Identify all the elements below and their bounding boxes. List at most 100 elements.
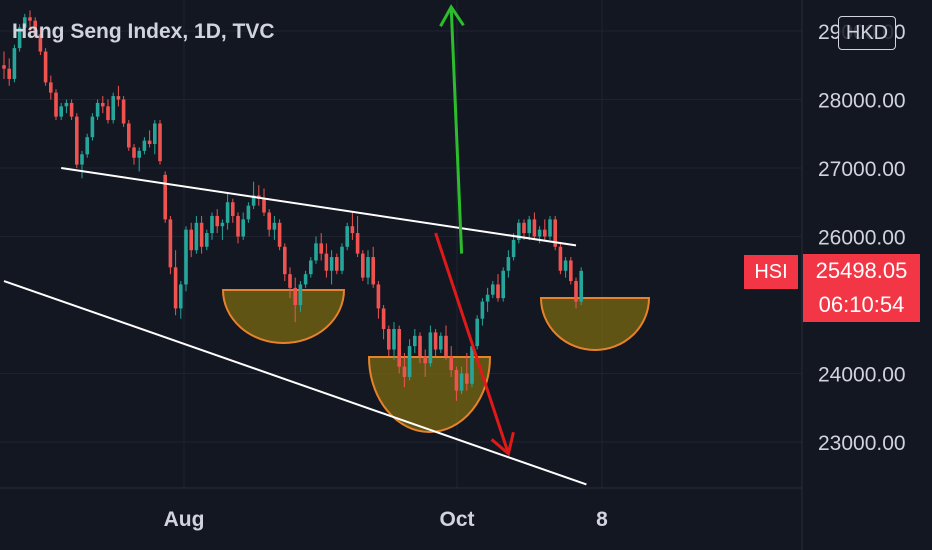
- candle: [236, 212, 240, 244]
- candle: [293, 277, 297, 323]
- candle-body: [537, 229, 542, 237]
- candle: [522, 219, 526, 240]
- candle-body: [64, 102, 69, 107]
- candle: [397, 325, 401, 374]
- candle-body: [85, 137, 89, 155]
- candle: [267, 209, 271, 237]
- candle: [340, 243, 344, 275]
- candle-body: [17, 27, 22, 49]
- price-tick-label: 26000.00: [818, 227, 906, 250]
- candle-body: [314, 243, 318, 261]
- breakdown-arrow: [434, 232, 510, 455]
- candle-body: [574, 281, 578, 302]
- candle: [121, 96, 126, 127]
- candle: [153, 120, 157, 155]
- candle-body: [517, 222, 521, 240]
- candle-body: [75, 116, 79, 165]
- candle: [480, 298, 485, 326]
- candle: [517, 219, 521, 244]
- candle-body: [371, 257, 375, 285]
- candle: [168, 215, 173, 275]
- candle: [210, 212, 214, 240]
- candle-body: [324, 253, 329, 271]
- candle: [80, 150, 84, 179]
- candle: [413, 328, 417, 353]
- candle-body: [454, 370, 459, 391]
- candle: [475, 315, 479, 350]
- candle: [381, 305, 386, 340]
- candle-body: [127, 123, 131, 148]
- candle-body: [579, 270, 583, 302]
- candle-body: [69, 102, 74, 117]
- price-tick-label: 23000.00: [818, 432, 906, 455]
- time-scale[interactable]: Aug Oct 8: [164, 508, 609, 531]
- time-tick-label: Aug: [164, 508, 205, 531]
- candle-body: [199, 222, 204, 247]
- pattern-shapes: [221, 289, 651, 433]
- candle: [288, 267, 292, 299]
- candle: [496, 274, 500, 302]
- candle: [376, 281, 381, 319]
- candle-body: [106, 106, 110, 121]
- candle: [433, 328, 438, 357]
- candle-body: [168, 219, 173, 268]
- candle-body: [407, 346, 412, 377]
- candle-body: [522, 222, 526, 234]
- candle: [371, 246, 375, 288]
- candle: [49, 75, 53, 100]
- candle: [220, 219, 225, 240]
- candle: [444, 325, 448, 360]
- candle-body: [267, 212, 271, 230]
- candle: [215, 209, 219, 234]
- last-price-badge: 25498.05 06:10:54: [803, 254, 920, 322]
- candle-body: [231, 202, 235, 216]
- candle-body: [59, 106, 63, 117]
- candle-body: [111, 96, 115, 121]
- candle: [361, 250, 365, 282]
- currency-button[interactable]: HKD: [838, 16, 896, 50]
- candle-body: [137, 150, 141, 158]
- candle-body: [283, 246, 287, 275]
- candle-body: [527, 219, 531, 234]
- candle-body: [340, 246, 344, 271]
- candle: [199, 215, 204, 254]
- candle-body: [142, 140, 147, 151]
- candle: [350, 212, 355, 240]
- candle-body: [506, 257, 511, 271]
- candle: [251, 181, 256, 210]
- candle-body: [215, 215, 219, 227]
- breakout-arrow: [449, 6, 464, 254]
- candle-body: [121, 99, 126, 124]
- candle-body: [548, 219, 552, 237]
- candle-body: [194, 222, 199, 251]
- candle: [324, 243, 329, 278]
- candle: [418, 332, 422, 364]
- candle: [12, 44, 17, 83]
- candle-body: [475, 318, 479, 347]
- candle: [111, 92, 115, 124]
- candle-body: [225, 202, 230, 223]
- candle: [402, 352, 407, 388]
- candle-body: [293, 287, 297, 305]
- candle-body: [49, 82, 53, 93]
- candle: [407, 339, 412, 381]
- candle: [454, 366, 459, 401]
- candle-body: [101, 102, 105, 107]
- candle: [548, 215, 552, 240]
- candle: [142, 137, 147, 155]
- candle-body: [298, 284, 303, 305]
- candle-body: [163, 174, 167, 220]
- candle-body: [387, 328, 391, 350]
- candle: [95, 99, 100, 121]
- symbol-badge: HSI: [744, 255, 798, 289]
- candle: [423, 349, 427, 377]
- candle: [283, 243, 287, 282]
- candle: [189, 222, 193, 258]
- candle: [543, 219, 547, 240]
- candle-body: [43, 51, 48, 83]
- candle-body: [413, 335, 417, 347]
- candle: [335, 253, 339, 275]
- candle: [470, 342, 474, 388]
- candle-body: [184, 229, 188, 285]
